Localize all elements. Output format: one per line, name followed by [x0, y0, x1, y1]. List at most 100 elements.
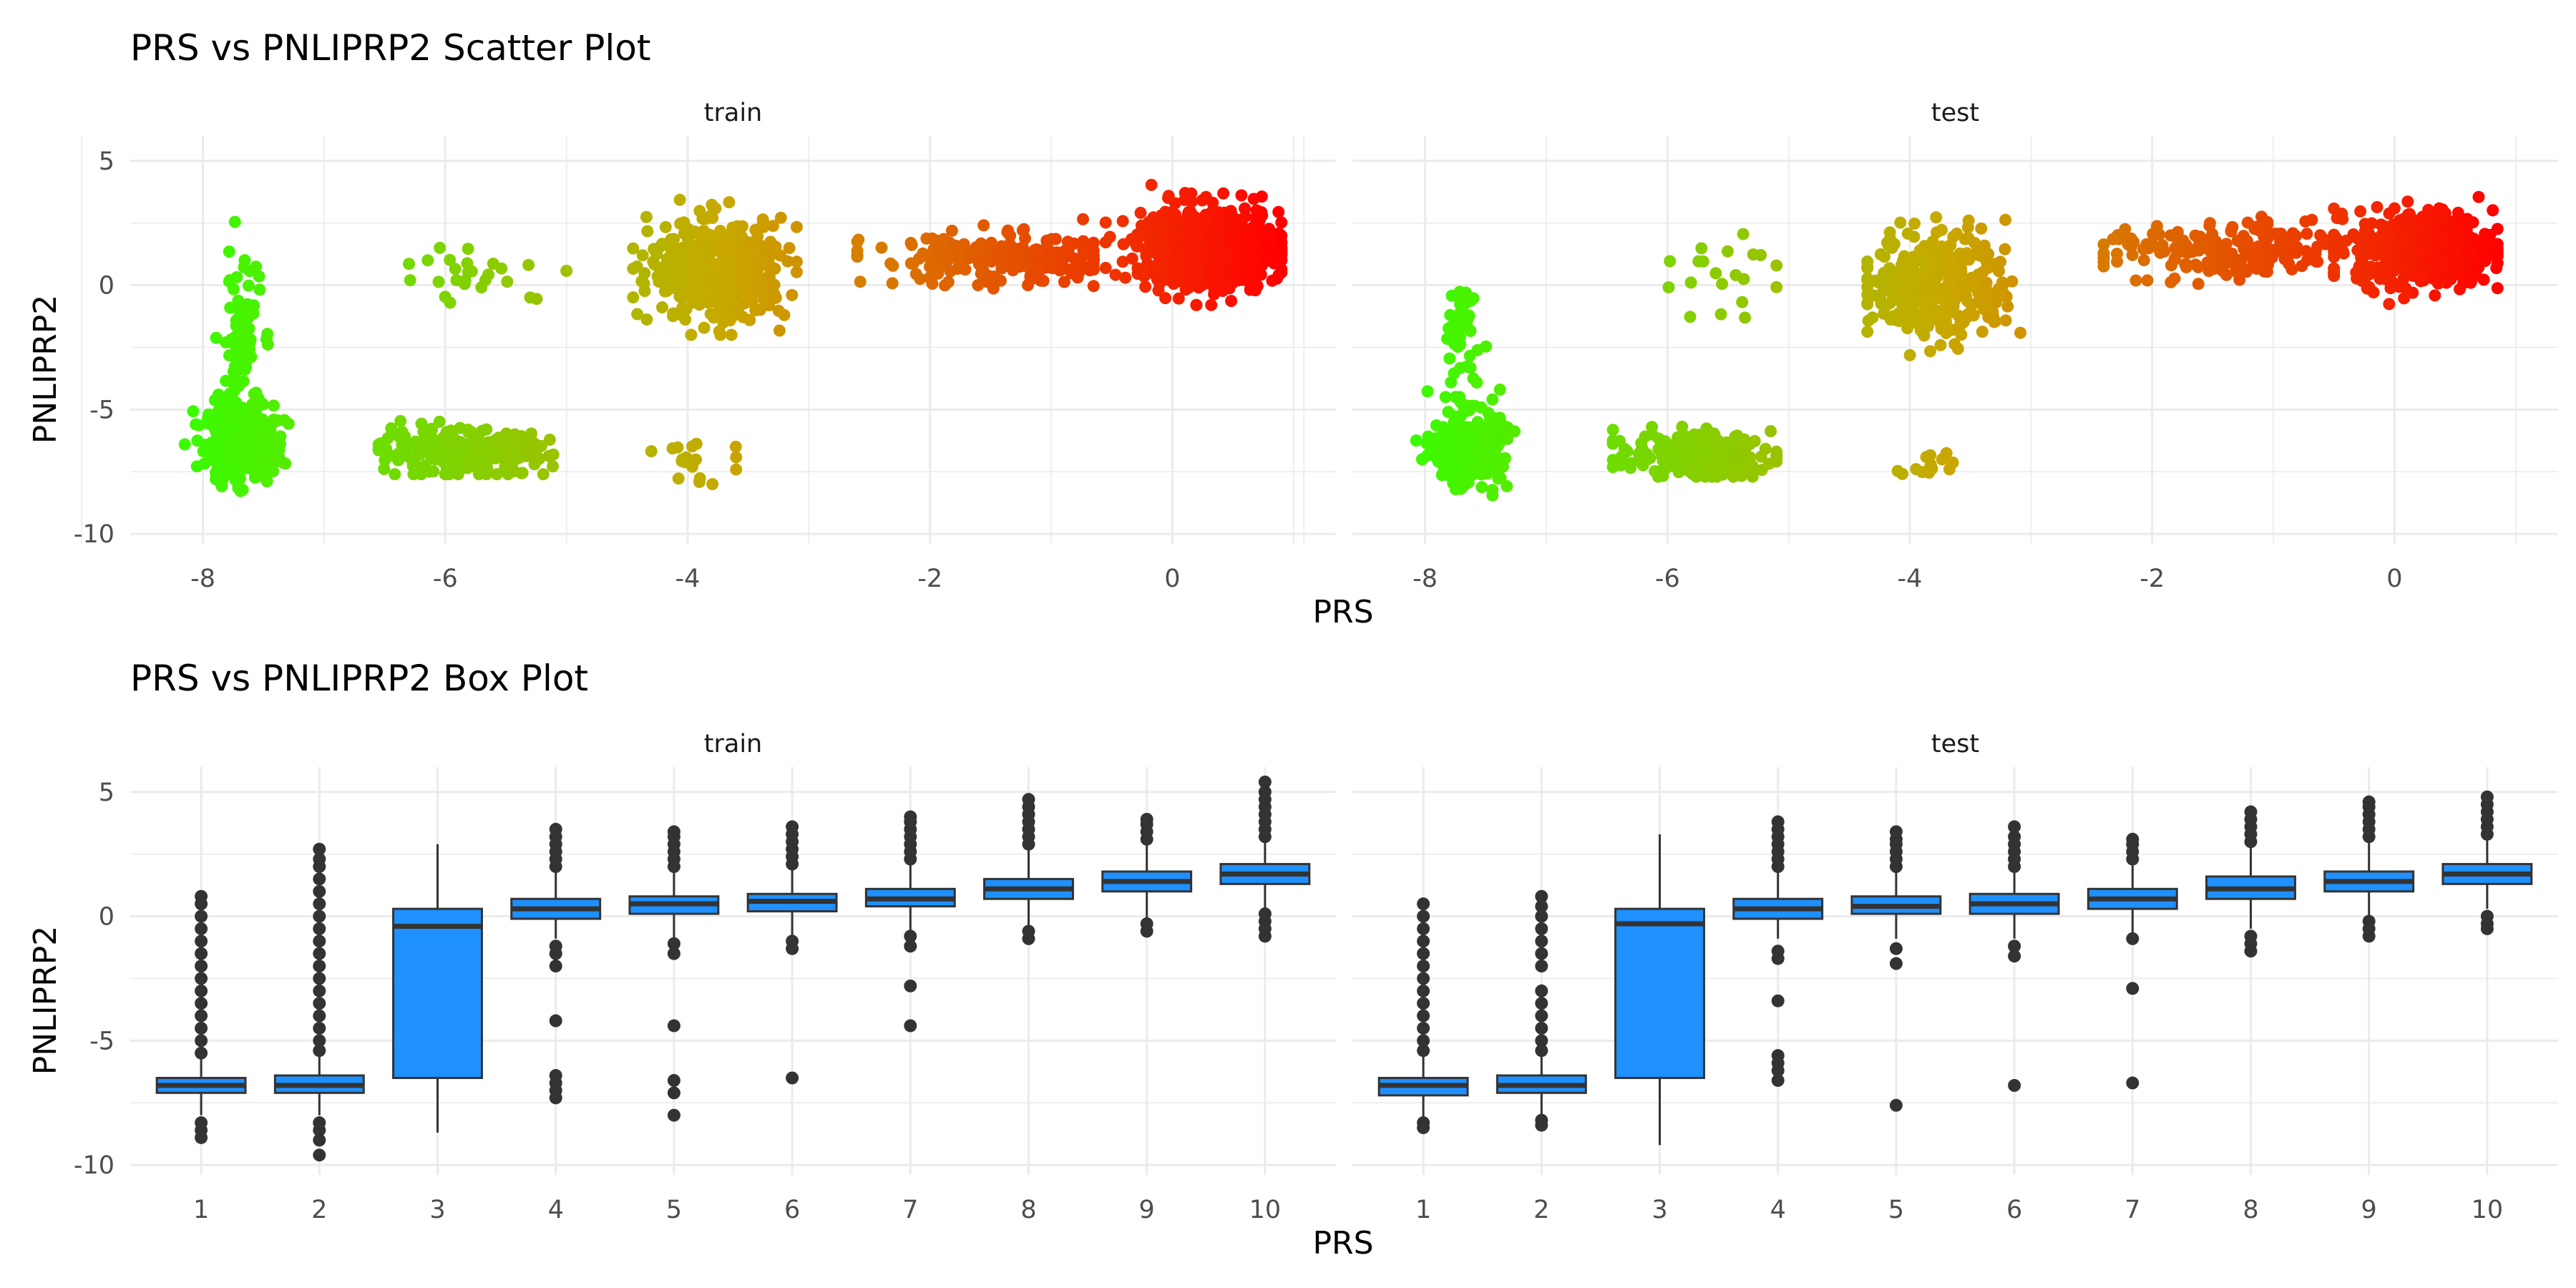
box-10: [2441, 790, 2533, 935]
box-7: [2087, 832, 2178, 1090]
scatter-point: [1077, 235, 1090, 248]
scatter-point: [389, 468, 401, 481]
scatter-point: [489, 434, 502, 447]
scatter-point: [1636, 441, 1649, 454]
box-outlier: [313, 1133, 326, 1147]
box-outlier: [667, 1019, 680, 1033]
box-outlier: [667, 937, 680, 950]
box-outlier: [786, 1071, 799, 1085]
scatter-point: [1676, 420, 1689, 433]
scatter-point: [2371, 201, 2384, 213]
scatter-point: [490, 468, 503, 481]
scatter-point: [2168, 252, 2181, 265]
scatter-point: [1990, 258, 2003, 270]
box-9: [1101, 812, 1193, 938]
scatter-point: [2351, 272, 2363, 285]
scatter-point: [2209, 250, 2222, 263]
box-outlier: [786, 820, 799, 834]
box-outlier: [1417, 960, 1430, 973]
scatter-point: [713, 259, 726, 272]
scatter-point: [726, 311, 738, 323]
scatter-point: [1171, 247, 1184, 260]
scatter-point: [501, 275, 514, 288]
box-outlier: [549, 960, 562, 973]
scatter-point: [987, 282, 1000, 295]
scatter-point: [1894, 216, 1907, 229]
box-outlier: [1771, 1073, 1785, 1087]
box-outlier: [667, 1108, 680, 1122]
scatter-point: [645, 445, 658, 458]
scatter-point: [1466, 433, 1479, 446]
scatter-point: [2453, 263, 2466, 275]
scatter-point: [1420, 437, 1433, 450]
scatter-point: [1055, 258, 1068, 270]
scatter-point: [743, 293, 756, 306]
scatter-point: [723, 238, 736, 251]
box-outlier: [195, 935, 208, 948]
box-outlier: [2008, 820, 2021, 834]
scatter-point: [1695, 242, 1708, 255]
scatter-point: [1624, 462, 1637, 474]
box-outlier: [1535, 1044, 1548, 1058]
scatter-point: [1746, 470, 1759, 483]
scatter-point: [404, 274, 416, 287]
scatter-point: [1005, 243, 1018, 255]
box-2: [273, 842, 365, 1162]
scatter-point: [1732, 452, 1745, 464]
scatter-point: [2336, 245, 2349, 258]
scatter-point: [226, 421, 239, 434]
box-outlier: [313, 947, 326, 960]
scatter-point: [1179, 219, 1191, 232]
box-outlier: [549, 822, 562, 836]
scatter-point: [1492, 418, 1505, 431]
scatter-point: [1980, 288, 1993, 301]
scatter-point: [223, 448, 235, 461]
scatter-point: [2383, 207, 2396, 220]
scatter-point: [512, 433, 525, 446]
scatter-point: [1058, 275, 1070, 288]
scatter-point: [1869, 274, 1882, 287]
scatter-point: [1155, 218, 1168, 230]
scatter-point: [709, 202, 722, 215]
scatter-point: [1452, 323, 1465, 336]
scatter-point: [762, 244, 775, 257]
scatter-point: [253, 283, 266, 296]
scatter-point: [678, 281, 691, 294]
box-outlier: [195, 1046, 208, 1060]
scatter-point: [930, 256, 942, 269]
box-outlier: [195, 960, 208, 973]
scatter-point: [461, 257, 474, 270]
scatter-point: [1239, 202, 1252, 215]
scatter-point: [907, 258, 919, 270]
scatter-point: [1693, 447, 1706, 459]
scatter-point: [786, 288, 799, 301]
scatter-point: [2461, 213, 2474, 225]
scatter-point: [2303, 247, 2316, 260]
scatter-point: [1037, 275, 1050, 287]
scatter-point: [1996, 276, 2009, 289]
box-outlier: [2126, 982, 2140, 995]
scatter-point: [1903, 303, 1916, 316]
box-outlier: [1771, 952, 1785, 965]
scatter-point: [1149, 266, 1162, 279]
scatter-point: [2328, 266, 2341, 279]
scatter-point: [2403, 253, 2416, 265]
scatter-point: [2369, 233, 2382, 245]
scatter-point: [1704, 459, 1717, 472]
box-8: [2205, 805, 2296, 958]
scatter-point: [279, 457, 292, 470]
scatter-point: [751, 230, 764, 243]
scatter-point: [1662, 281, 1675, 293]
scatter-point: [1909, 316, 1922, 329]
scatter-point: [1044, 260, 1057, 273]
scatter-point: [1606, 436, 1619, 449]
scatter-point: [1247, 192, 1260, 205]
scatter-point: [1747, 248, 1760, 261]
scatter-point: [1099, 262, 1112, 274]
box-outlier: [1535, 935, 1548, 948]
scatter-point: [1445, 289, 1458, 302]
box-outlier: [904, 940, 917, 953]
box-x-tick-label: 4: [1770, 1196, 1786, 1224]
scatter-point: [487, 258, 499, 270]
box-7: [864, 810, 956, 1033]
